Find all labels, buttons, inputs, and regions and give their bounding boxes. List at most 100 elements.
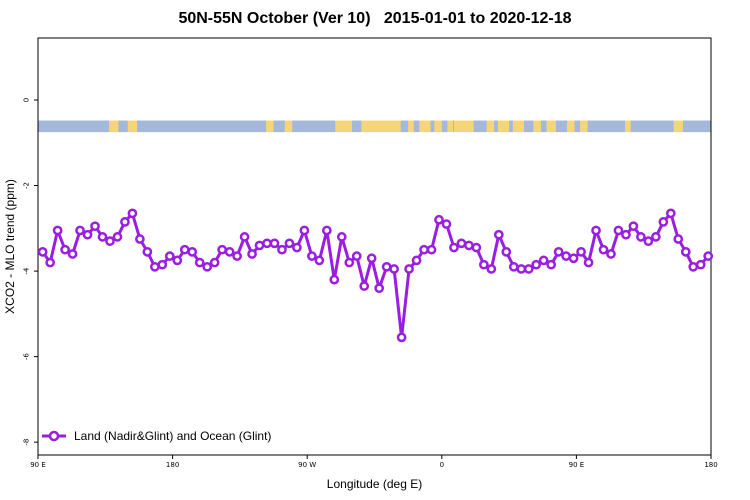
land-ocean-strip [38,120,711,133]
data-point [703,251,714,261]
data-point [636,232,646,242]
series-layer [37,208,714,343]
data-point [120,217,130,227]
data-point [546,259,557,270]
data-point [561,251,571,261]
ocean-segment [524,120,534,133]
x-axis-label: Longitude (deg E) [327,477,422,491]
data-point [680,246,691,257]
data-point [254,240,265,251]
data-point [621,229,631,240]
data-point [396,332,407,343]
ocean-segment [587,120,626,133]
ocean-segment [473,120,487,133]
data-point [374,283,385,294]
ocean-segment [292,120,336,133]
ocean-segment [453,120,455,133]
data-point [292,242,302,253]
data-point [404,264,414,274]
data-point [456,238,467,249]
data-point [67,249,78,259]
data-point [277,244,287,255]
data-point [381,261,392,272]
data-point [127,208,138,219]
chart-title: 50N-55N October (Ver 10) 2015-01-01 to 2… [178,10,572,27]
y-tick-label: -4 [22,267,30,275]
plot-frame [37,37,712,456]
data-point [598,244,609,255]
ocean-segment [540,120,547,133]
ocean-segment [509,120,513,133]
data-point [105,236,115,247]
x-tick-label: 90 E [569,461,585,469]
data-point [269,238,280,249]
ocean-segment [430,120,435,133]
ocean-segment [118,120,128,133]
y-axis: 0 -2 -4 -6 -8 [22,98,38,446]
data-point [411,255,422,266]
data-point [695,259,706,270]
data-point [628,221,639,232]
data-point [224,246,235,257]
data-point [329,274,340,285]
data-point [665,208,676,219]
ocean-segment [682,120,711,133]
data-point [606,249,616,259]
x-tick-label: 180 [704,461,717,469]
data-point [60,244,70,255]
data-point [351,251,362,261]
data-point [449,242,459,253]
data-point [37,246,48,257]
data-point [658,217,669,227]
data-point [45,257,56,268]
ocean-segment [574,120,581,133]
data-point [583,257,594,268]
data-point [90,221,100,232]
data-point [531,259,542,270]
data-point [434,214,444,225]
data-point [651,232,661,242]
data-point [643,236,654,247]
data-point [336,232,347,242]
data-point [187,246,198,257]
data-point [471,242,482,253]
ocean-segment [494,120,498,133]
ocean-segment [441,120,448,133]
data-point [553,246,564,257]
data-point [284,238,295,249]
data-point [307,251,317,261]
data-point [613,225,624,236]
data-point [179,244,190,255]
series-line [41,211,710,339]
data-point [172,255,183,266]
data-point [673,234,684,244]
data-point [239,232,250,242]
data-point [516,264,527,274]
data-point [149,261,160,272]
data-point [591,225,601,236]
data-point [389,264,399,274]
data-point [426,244,437,255]
data-point [52,225,63,236]
x-axis: 90 E 180 90 W 0 90 E 180 [30,455,718,469]
y-tick-label: -8 [22,439,30,446]
data-point [164,251,175,261]
data-point [75,225,85,236]
data-point [441,219,452,229]
data-point [321,225,332,236]
data-point [576,246,586,257]
data-point [82,229,93,240]
y-tick-label: -2 [22,182,30,189]
x-tick-label: 0 [440,461,444,469]
y-tick-label: 0 [22,98,30,102]
data-point [262,238,272,249]
y-axis-label: XCO2 - MLO trend (ppm) [3,179,17,314]
x-tick-label: 180 [166,461,179,469]
data-point [344,257,355,268]
data-point [194,257,205,268]
data-point [688,261,699,272]
ocean-segment [413,120,420,133]
data-point [523,264,534,274]
data-point [464,240,474,251]
